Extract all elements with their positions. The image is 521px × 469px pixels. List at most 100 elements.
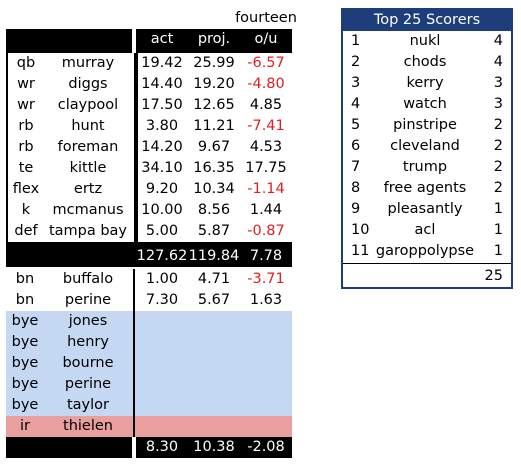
col-ou-header: o/u bbox=[254, 31, 278, 47]
scorer-row: 11 garoppolypse 1 bbox=[343, 241, 511, 262]
player-actual: 14.40 bbox=[141, 76, 183, 92]
scorer-count: 3 bbox=[493, 75, 503, 91]
player-name: kittle bbox=[69, 160, 107, 176]
bye-row: bye bourne bbox=[6, 353, 292, 374]
player-position: te bbox=[18, 160, 34, 176]
scorer-row: 8 free agents 2 bbox=[343, 178, 511, 199]
bench-total-act: 8.30 bbox=[145, 439, 179, 455]
scorer-rank: 1 bbox=[351, 33, 361, 49]
player-over-under: 1.44 bbox=[249, 202, 283, 218]
player-projected: 12.65 bbox=[193, 97, 235, 113]
player-projected: 5.67 bbox=[197, 292, 231, 308]
player-name: hunt bbox=[71, 118, 105, 134]
scorer-row: 10 acl 1 bbox=[343, 220, 511, 241]
scorer-name: watch bbox=[403, 96, 447, 112]
scorer-row: 2 chods 4 bbox=[343, 52, 511, 73]
scorer-rank: 9 bbox=[351, 201, 361, 217]
bench-row: bn buffalo 1.00 4.71 -3.71 bbox=[6, 269, 292, 290]
scorer-count: 4 bbox=[493, 54, 503, 70]
player-actual: 7.30 bbox=[145, 292, 179, 308]
player-name: mcmanus bbox=[52, 202, 124, 218]
player-projected: 8.56 bbox=[197, 202, 231, 218]
starter-totals-row: 127.62 119.84 7.78 bbox=[6, 246, 292, 267]
player-name: perine bbox=[64, 376, 112, 392]
player-position: bn bbox=[15, 292, 35, 308]
starter-row: flex ertz 9.20 10.34 -1.14 bbox=[8, 179, 294, 200]
player-over-under: 4.53 bbox=[249, 139, 283, 155]
player-name: taylor bbox=[66, 397, 109, 413]
starter-row: wr diggs 14.40 19.20 -4.80 bbox=[8, 74, 294, 95]
scorer-count: 1 bbox=[493, 222, 503, 238]
player-actual: 3.80 bbox=[145, 118, 179, 134]
starter-row: rb hunt 3.80 11.21 -7.41 bbox=[8, 116, 294, 137]
player-actual: 14.20 bbox=[141, 139, 183, 155]
player-projected: 11.21 bbox=[193, 118, 235, 134]
scorer-rank: 10 bbox=[351, 222, 370, 238]
player-projected: 19.20 bbox=[193, 76, 235, 92]
bench-total-ou: -2.08 bbox=[247, 439, 285, 455]
ir-name: thielen bbox=[63, 418, 113, 434]
player-name: buffalo bbox=[62, 271, 114, 287]
week-header-row: fourteen bbox=[6, 8, 328, 29]
top-scorers-panel: Top 25 Scorers 1 nukl 4 2 chods 4 3 kerry 3 4 watc… bbox=[341, 8, 513, 289]
top-scorers-list: 1 nukl 4 2 chods 4 3 kerry 3 4 watch 3 5 pinstripe 2 6 c… bbox=[343, 31, 511, 262]
player-over-under: -4.80 bbox=[247, 76, 285, 92]
scorer-name: trump bbox=[402, 159, 448, 175]
scorer-count: 1 bbox=[493, 243, 503, 259]
scorer-name: nukl bbox=[409, 33, 441, 49]
scorer-name: free agents bbox=[383, 180, 467, 196]
starter-row: qb murray 19.42 25.99 -6.57 bbox=[8, 53, 294, 74]
bye-group: bye jones bye henry bye bourne bye perine bye tay… bbox=[6, 311, 292, 416]
week-label: fourteen bbox=[235, 10, 297, 26]
starter-row: rb foreman 14.20 9.67 4.53 bbox=[8, 137, 294, 158]
scorer-count: 2 bbox=[493, 138, 503, 154]
scorer-name: kerry bbox=[406, 75, 444, 91]
player-name: foreman bbox=[57, 139, 119, 155]
player-over-under: -1.14 bbox=[247, 181, 285, 197]
player-position: bye bbox=[11, 355, 39, 371]
player-over-under: -6.57 bbox=[247, 55, 285, 71]
column-header-row: act proj. o/u bbox=[6, 29, 292, 50]
player-name: henry bbox=[67, 334, 109, 350]
bench-totals-row: 8.30 10.38 -2.08 bbox=[6, 437, 292, 458]
bye-row: bye taylor bbox=[6, 395, 292, 416]
player-projected: 25.99 bbox=[193, 55, 235, 71]
starter-total-ou: 7.78 bbox=[249, 248, 283, 264]
scorer-row: 9 pleasantly 1 bbox=[343, 199, 511, 220]
scorer-row: 6 cleveland 2 bbox=[343, 136, 511, 157]
player-position: bn bbox=[15, 271, 35, 287]
ir-pos: ir bbox=[20, 418, 30, 434]
bye-row: bye henry bbox=[6, 332, 292, 353]
player-actual: 19.42 bbox=[141, 55, 183, 71]
player-actual: 5.00 bbox=[145, 223, 179, 239]
scorer-count: 1 bbox=[493, 201, 503, 217]
player-position: qb bbox=[16, 55, 36, 71]
starter-row: wr claypool 17.50 12.65 4.85 bbox=[8, 95, 294, 116]
scorer-name: pleasantly bbox=[387, 201, 463, 217]
starter-total-act: 127.62 bbox=[136, 248, 188, 264]
player-name: diggs bbox=[68, 76, 108, 92]
scorer-rank: 3 bbox=[351, 75, 361, 91]
player-name: perine bbox=[64, 292, 112, 308]
scorer-rank: 5 bbox=[351, 117, 361, 133]
scorer-row: 4 watch 3 bbox=[343, 94, 511, 115]
scorer-row: 7 trump 2 bbox=[343, 157, 511, 178]
scorer-count: 4 bbox=[493, 33, 503, 49]
scorer-rank: 11 bbox=[351, 243, 370, 259]
bench-total-proj: 10.38 bbox=[193, 439, 235, 455]
bench-row: bn perine 7.30 5.67 1.63 bbox=[6, 290, 292, 311]
player-projected: 10.34 bbox=[193, 181, 235, 197]
player-position: def bbox=[14, 223, 38, 239]
player-projected: 5.87 bbox=[197, 223, 231, 239]
starter-row: def tampa bay 5.00 5.87 -0.87 bbox=[8, 221, 294, 242]
ir-row: ir thielen bbox=[6, 416, 292, 437]
player-position: bye bbox=[11, 397, 39, 413]
player-over-under: 4.85 bbox=[249, 97, 283, 113]
player-over-under: 1.63 bbox=[249, 292, 283, 308]
scorer-row: 5 pinstripe 2 bbox=[343, 115, 511, 136]
bench-group: bn buffalo 1.00 4.71 -3.71 bn perine 7.30 5.67 1.… bbox=[6, 269, 292, 311]
scorer-name: garoppolypse bbox=[375, 243, 475, 259]
bye-row: bye jones bbox=[6, 311, 292, 332]
player-position: wr bbox=[17, 97, 35, 113]
player-actual: 9.20 bbox=[145, 181, 179, 197]
